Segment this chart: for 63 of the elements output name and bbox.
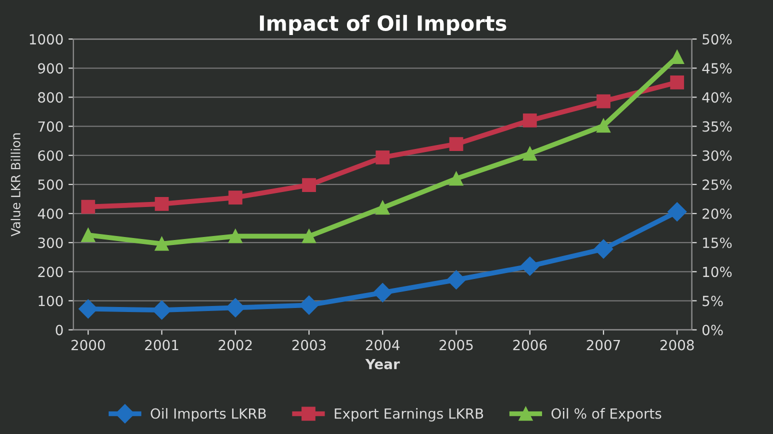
point <box>228 190 242 204</box>
y-tick-label: 600 <box>38 150 63 161</box>
y-tick-label: 300 <box>38 238 63 248</box>
point <box>81 228 96 242</box>
point <box>376 200 390 215</box>
point <box>152 300 172 320</box>
x-tick-label: 2008 <box>660 340 694 350</box>
y2-tick-label: 25% <box>702 179 732 190</box>
point <box>302 178 316 192</box>
point <box>228 229 242 244</box>
legend-label: Export Earnings LKRB <box>334 408 484 422</box>
point <box>522 146 537 161</box>
chart-title: Impact of Oil Imports <box>260 14 506 36</box>
point <box>670 75 684 90</box>
point <box>226 298 245 318</box>
y2-tick-label: 40% <box>702 92 732 103</box>
x-tick-label: 2006 <box>513 340 547 350</box>
x-tick-label: 2004 <box>366 340 400 350</box>
point <box>449 137 464 151</box>
y2-tick-label: 20% <box>702 208 732 219</box>
y2-tick-label: 45% <box>702 63 732 74</box>
y-tick-label: 0 <box>56 324 63 336</box>
x-tick-label: 2007 <box>586 340 620 350</box>
point <box>299 296 319 315</box>
y-tick-label: 700 <box>38 121 63 132</box>
point <box>81 200 96 214</box>
point <box>446 270 466 290</box>
y-tick-label: 100 <box>38 296 63 306</box>
point <box>373 283 392 302</box>
point <box>596 94 610 108</box>
point <box>594 239 614 259</box>
y-tick-label: 1000 <box>30 34 63 45</box>
x-tick-label: 2000 <box>72 340 105 350</box>
y-tick-label: 900 <box>38 63 63 74</box>
y-tick-label: 500 <box>38 179 63 190</box>
x-tick-label: 2003 <box>292 340 326 350</box>
y2-tick-label: 10% <box>703 266 732 278</box>
x-tick-label: 2001 <box>145 340 178 350</box>
x-tick-label: 2002 <box>218 340 252 350</box>
point <box>154 236 169 251</box>
y2-tick-label: 30% <box>702 150 732 161</box>
y-tick-label: 400 <box>38 208 63 219</box>
y-tick-label: 200 <box>38 266 63 278</box>
y-tick-label: 800 <box>38 92 63 103</box>
legend-label: Oil % of Exports <box>552 408 662 422</box>
point <box>449 172 464 186</box>
point <box>154 196 169 211</box>
point <box>668 202 687 222</box>
x-axis-title: Year <box>365 358 400 370</box>
point <box>596 118 610 133</box>
point <box>376 150 390 164</box>
point <box>302 229 316 244</box>
legend-label: Oil Imports LKRB <box>150 408 266 422</box>
x-tick-label: 2005 <box>440 340 473 350</box>
y-axis-title: Value LKR Billion <box>10 133 20 236</box>
y2-tick-label: 35% <box>702 121 732 132</box>
point <box>522 114 537 128</box>
point <box>520 256 540 276</box>
y2-tick-label: 50% <box>702 34 732 45</box>
y2-tick-label: 15% <box>703 238 732 248</box>
point <box>78 299 98 318</box>
y2-tick-label: 0% <box>702 324 723 336</box>
y2-tick-label: 5% <box>702 296 723 306</box>
